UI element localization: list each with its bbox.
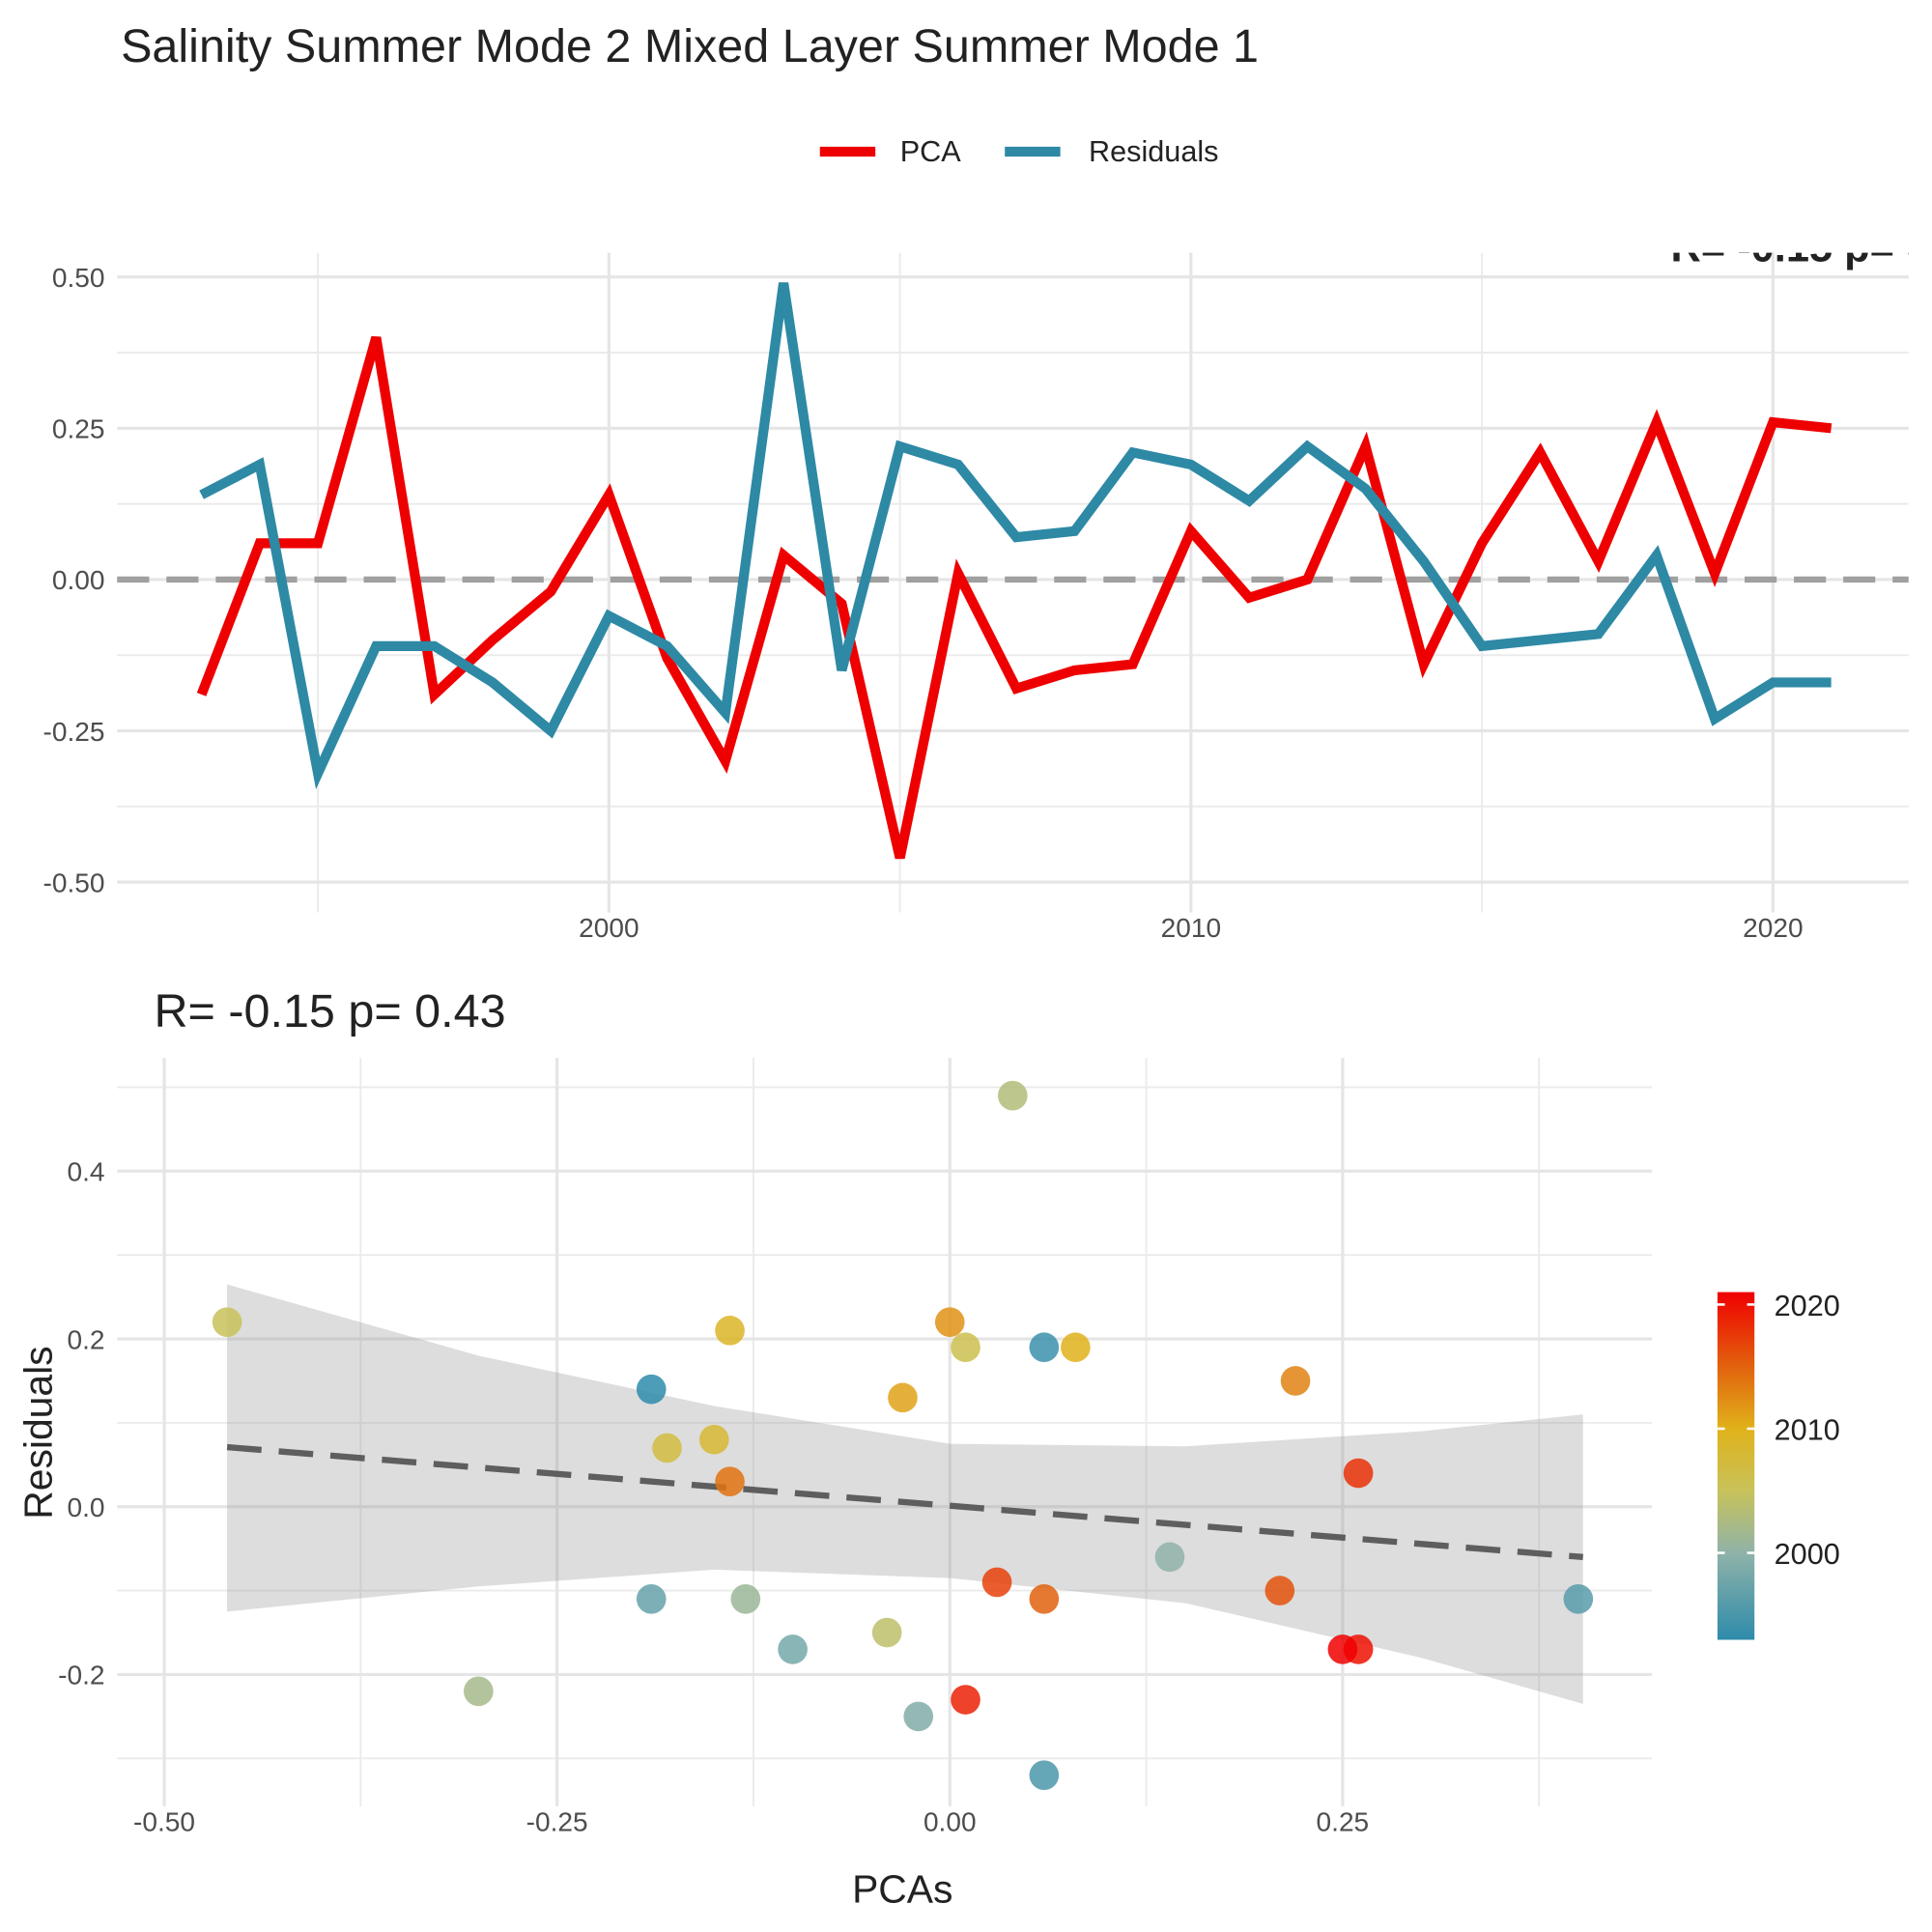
y-tick-label: -0.2	[58, 1661, 104, 1690]
series-line	[199, 282, 1832, 790]
scatter-point	[951, 1332, 980, 1363]
colorbar-label: 2010	[1775, 1413, 1840, 1446]
series-line	[196, 335, 1833, 860]
scatter-point	[981, 1567, 1012, 1598]
scatter-point	[730, 1583, 761, 1614]
scatter-point	[636, 1374, 667, 1405]
legend-label: PCA	[900, 135, 962, 168]
colorbar-label: 2020	[1775, 1290, 1840, 1322]
y-tick-label: 0.4	[67, 1157, 104, 1187]
scatter-point	[888, 1382, 918, 1413]
confidence-band	[227, 1284, 1583, 1704]
scatter-point	[715, 1466, 745, 1497]
scatter-point	[212, 1307, 242, 1337]
x-tick-label: 0.25	[1317, 1806, 1370, 1836]
scatter-point	[1061, 1332, 1091, 1363]
scatter-point	[636, 1583, 667, 1614]
y-tick-label: 0.25	[52, 414, 105, 444]
scatter-point	[903, 1701, 934, 1732]
scatter-point	[698, 1424, 729, 1455]
scatter-point	[934, 1307, 965, 1337]
x-tick-label: 2020	[1743, 913, 1803, 943]
legend-label: Residuals	[1089, 135, 1218, 168]
x-tick-label: 0.00	[923, 1806, 977, 1836]
scatter-point	[1154, 1542, 1185, 1573]
y-tick-label: 0.50	[52, 263, 105, 293]
colorbar	[1717, 1292, 1755, 1640]
x-tick-label: -0.25	[526, 1806, 588, 1836]
scatter-point	[951, 1685, 980, 1715]
y-tick-label: -0.25	[43, 717, 105, 747]
scatter-point	[1563, 1583, 1594, 1614]
y-axis-label: Residuals	[16, 1346, 61, 1519]
annotation: R= -0.15 p= 0.43	[1671, 225, 1932, 271]
y-tick-label: 0.0	[67, 1492, 104, 1522]
scatter-point	[1029, 1760, 1060, 1790]
chart-title: Salinity Summer Mode 2 Mixed Layer Summe…	[121, 20, 1259, 72]
scatter-point	[1327, 1634, 1358, 1664]
scatter-point	[1264, 1576, 1295, 1605]
y-tick-label: 0.00	[52, 565, 105, 595]
x-tick-label: -0.50	[133, 1806, 195, 1836]
scatter-point	[464, 1676, 494, 1707]
scatter-point	[998, 1080, 1028, 1111]
scatter-point	[871, 1617, 902, 1648]
scatter-point	[715, 1316, 745, 1346]
scatter-title: R= -0.15 p= 0.43	[155, 985, 506, 1037]
x-tick-label: 2000	[579, 913, 639, 943]
x-axis-label: PCAs	[852, 1866, 952, 1911]
y-tick-label: 0.2	[67, 1324, 104, 1354]
fit-line	[226, 1443, 1583, 1561]
scatter-point	[1343, 1458, 1374, 1489]
scatter-point	[1280, 1366, 1311, 1396]
colorbar-label: 2000	[1775, 1538, 1840, 1571]
scatter-point	[778, 1634, 808, 1664]
annotation-group: R= -0.15 p= 0.43	[1671, 225, 1932, 271]
y-tick-label: -0.50	[43, 867, 105, 897]
scatter-point	[652, 1433, 682, 1463]
x-tick-label: 2010	[1161, 913, 1221, 943]
scatter-point	[1029, 1583, 1060, 1614]
scatter-point	[1029, 1332, 1060, 1363]
